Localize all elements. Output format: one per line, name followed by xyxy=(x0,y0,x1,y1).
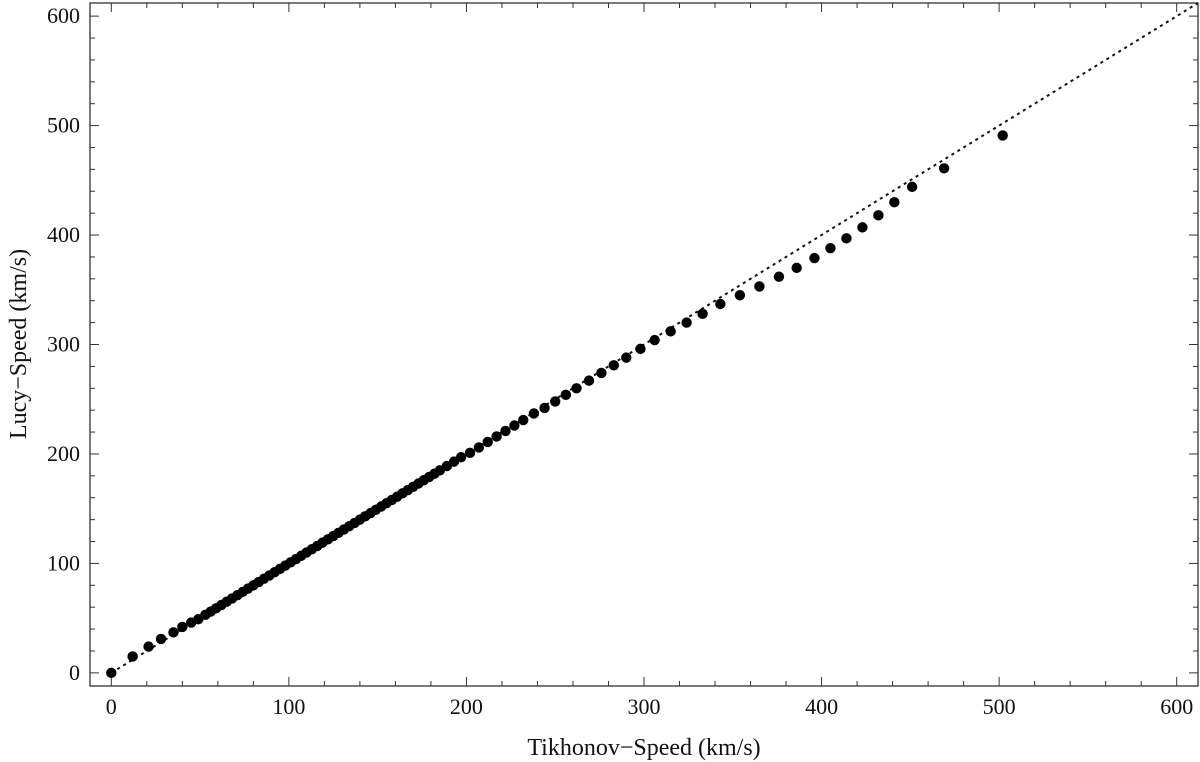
x-tick-label: 200 xyxy=(450,694,483,719)
tick-labels: 0 100 200 300 400 500 600 0 100 200 300 400 500 600 xyxy=(47,3,1193,719)
data-point xyxy=(482,436,493,448)
data-point xyxy=(681,317,692,328)
data-point xyxy=(608,360,620,371)
data-point xyxy=(509,420,520,431)
data-point xyxy=(539,402,550,414)
x-tick-label: 300 xyxy=(628,694,661,719)
y-tick-label: 300 xyxy=(47,332,80,357)
data-point xyxy=(825,242,836,254)
data-point xyxy=(665,326,676,337)
y-tick-label: 600 xyxy=(47,3,80,28)
y-tick-label: 500 xyxy=(47,113,80,138)
data-point xyxy=(697,308,708,320)
data-point xyxy=(649,334,660,346)
data-point xyxy=(754,281,765,292)
data-point xyxy=(177,621,188,633)
data-point xyxy=(596,367,607,379)
data-point xyxy=(938,163,950,174)
data-point xyxy=(791,262,802,274)
x-tick-label: 100 xyxy=(272,694,305,719)
data-point xyxy=(621,352,632,363)
x-tick-label: 500 xyxy=(983,694,1016,719)
data-point xyxy=(168,627,179,638)
data-point xyxy=(635,343,646,355)
data-point xyxy=(715,298,726,310)
data-point xyxy=(841,233,852,244)
x-tick-label: 0 xyxy=(106,694,117,719)
data-point xyxy=(500,425,511,437)
data-point xyxy=(528,408,540,419)
data-point xyxy=(906,181,918,193)
data-point xyxy=(734,290,746,301)
data-point xyxy=(997,130,1008,141)
data-point xyxy=(473,442,485,453)
data-point xyxy=(857,222,868,233)
y-axis-title: Lucy−Speed (km/s) xyxy=(6,249,32,439)
y-tick-label: 0 xyxy=(69,660,80,685)
data-point xyxy=(873,210,884,221)
data-point xyxy=(889,197,900,208)
x-axis-title: Tikhonov−Speed (km/s) xyxy=(527,735,760,761)
y-tick-label: 400 xyxy=(47,222,80,247)
data-point xyxy=(550,396,561,407)
data-point xyxy=(560,389,572,401)
axis-ticks xyxy=(90,3,1198,686)
x-tick-label: 600 xyxy=(1160,694,1193,719)
data-point xyxy=(155,633,167,645)
data-point xyxy=(491,431,502,442)
data-point xyxy=(571,383,582,394)
data-point xyxy=(143,641,154,652)
data-point xyxy=(773,271,785,282)
data-point xyxy=(464,447,476,459)
y-tick-label: 200 xyxy=(47,441,80,466)
data-point xyxy=(127,651,138,662)
data-point xyxy=(106,667,117,679)
x-tick-label: 400 xyxy=(805,694,838,719)
data-point xyxy=(518,414,529,426)
data-point xyxy=(455,452,467,463)
data-point xyxy=(809,252,820,264)
y-tick-label: 100 xyxy=(47,550,80,575)
data-points xyxy=(106,130,1008,679)
data-point xyxy=(583,375,595,386)
